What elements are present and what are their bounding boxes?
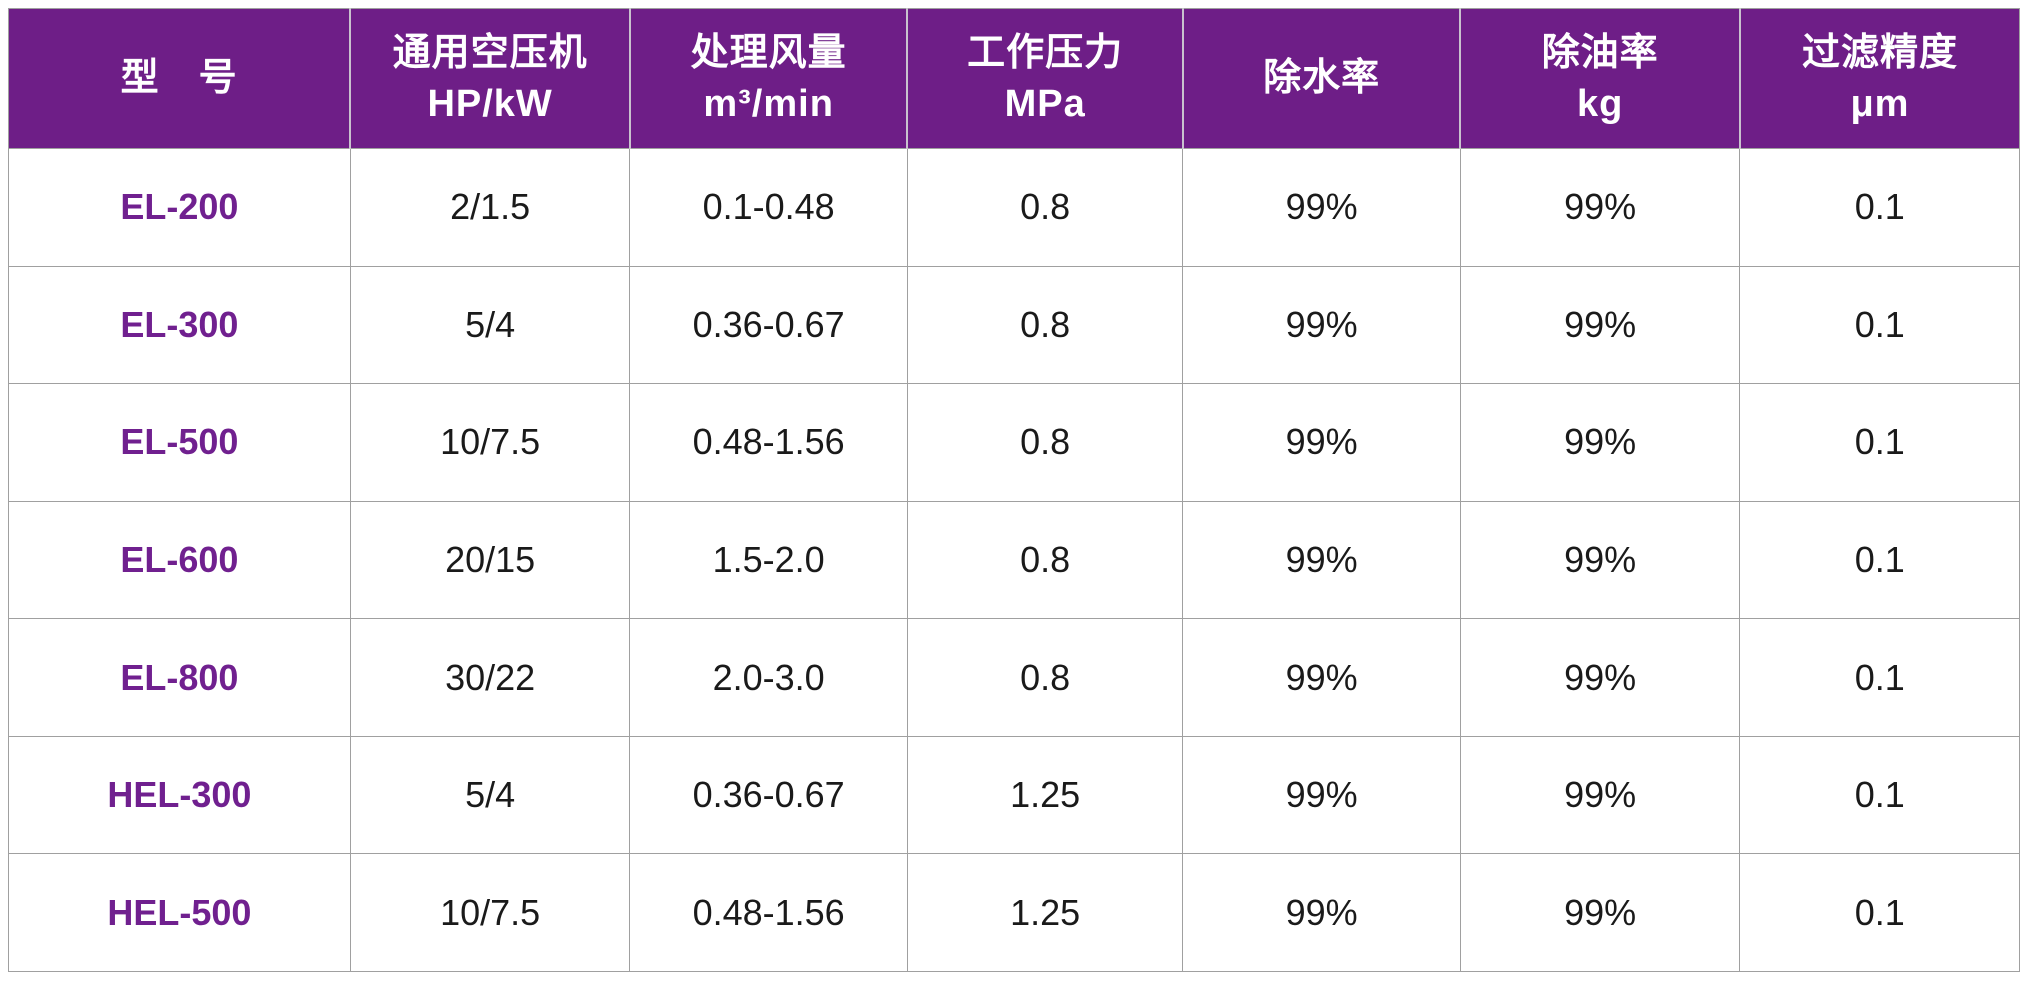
table-row-hel-300: HEL-300 5/4 0.36-0.67 1.25 99% 99% 0.1 xyxy=(8,735,2020,855)
cell-filtration-precision: 0.1 xyxy=(1739,618,2020,737)
cell-filtration-precision: 0.1 xyxy=(1739,853,2020,972)
cell-compressor: 5/4 xyxy=(349,265,631,385)
model-name: EL-500 xyxy=(8,383,351,502)
cell-compressor: 10/7.5 xyxy=(349,853,631,972)
cell-pressure: 0.8 xyxy=(906,148,1184,267)
header-label: 处理风量 xyxy=(690,32,847,75)
cell-compressor: 10/7.5 xyxy=(349,383,631,502)
header-cell-compressor: 通用空压机 HP/kW xyxy=(349,8,630,149)
table-row-el-200: EL-200 2/1.5 0.1-0.48 0.8 99% 99% 0.1 xyxy=(8,148,2020,267)
cell-airflow: 0.48-1.56 xyxy=(629,853,908,972)
header-cell-oil-removal: 除油率 kg xyxy=(1459,8,1740,149)
cell-oil-removal: 99% xyxy=(1459,265,1741,385)
cell-pressure: 1.25 xyxy=(906,853,1184,972)
cell-water-removal: 99% xyxy=(1182,735,1461,855)
table-row-el-600: EL-600 20/15 1.5-2.0 0.8 99% 99% 0.1 xyxy=(8,500,2020,620)
cell-airflow: 2.0-3.0 xyxy=(629,618,908,737)
table-row-el-500: EL-500 10/7.5 0.48-1.56 0.8 99% 99% 0.1 xyxy=(8,383,2020,502)
cell-water-removal: 99% xyxy=(1182,148,1461,267)
header-label: 过滤精度 xyxy=(1801,32,1958,75)
header-cell-filtration-precision: 过滤精度 μm xyxy=(1738,8,2020,149)
cell-compressor: 5/4 xyxy=(349,735,631,855)
cell-filtration-precision: 0.1 xyxy=(1739,500,2020,620)
cell-filtration-precision: 0.1 xyxy=(1739,383,2020,502)
table-row-hel-500: HEL-500 10/7.5 0.48-1.56 1.25 99% 99% 0.… xyxy=(8,853,2020,972)
header-label: 除水率 xyxy=(1263,57,1381,100)
header-unit: m³/min xyxy=(703,82,834,125)
cell-pressure: 0.8 xyxy=(906,618,1184,737)
model-name: EL-300 xyxy=(8,265,351,385)
cell-oil-removal: 99% xyxy=(1459,383,1741,502)
cell-oil-removal: 99% xyxy=(1459,500,1741,620)
cell-airflow: 0.36-0.67 xyxy=(629,265,908,385)
cell-compressor: 20/15 xyxy=(349,500,631,620)
cell-oil-removal: 99% xyxy=(1459,148,1741,267)
header-label: 除油率 xyxy=(1541,32,1659,75)
cell-airflow: 1.5-2.0 xyxy=(629,500,908,620)
cell-pressure: 1.25 xyxy=(906,735,1184,855)
header-unit: μm xyxy=(1850,82,1910,125)
cell-filtration-precision: 0.1 xyxy=(1739,148,2020,267)
header-cell-airflow: 处理风量 m³/min xyxy=(628,8,908,149)
header-cell-pressure: 工作压力 MPa xyxy=(906,8,1183,149)
model-name: EL-200 xyxy=(8,148,351,267)
cell-oil-removal: 99% xyxy=(1459,853,1741,972)
cell-water-removal: 99% xyxy=(1182,500,1461,620)
cell-airflow: 0.48-1.56 xyxy=(629,383,908,502)
cell-compressor: 30/22 xyxy=(349,618,631,737)
cell-water-removal: 99% xyxy=(1182,265,1461,385)
cell-filtration-precision: 0.1 xyxy=(1739,265,2020,385)
header-row: 型 号 通用空压机 HP/kW 处理风量 m³/min 工作压力 MPa 除水率 xyxy=(8,8,2020,149)
header-cell-water-removal: 除水率 xyxy=(1181,8,1461,149)
cell-compressor: 2/1.5 xyxy=(349,148,631,267)
cell-pressure: 0.8 xyxy=(906,265,1184,385)
cell-water-removal: 99% xyxy=(1182,853,1461,972)
header-unit: HP/kW xyxy=(427,82,553,125)
product-spec-table: 型 号 通用空压机 HP/kW 处理风量 m³/min 工作压力 MPa 除水率 xyxy=(8,8,2020,972)
header-label: 工作压力 xyxy=(967,32,1124,75)
header-label: 通用空压机 xyxy=(392,32,588,75)
cell-oil-removal: 99% xyxy=(1459,618,1741,737)
header-unit: MPa xyxy=(1004,82,1086,125)
cell-airflow: 0.1-0.48 xyxy=(629,148,908,267)
model-name: HEL-300 xyxy=(8,735,351,855)
cell-pressure: 0.8 xyxy=(906,500,1184,620)
model-name: HEL-500 xyxy=(8,853,351,972)
header-unit: kg xyxy=(1576,82,1624,125)
cell-airflow: 0.36-0.67 xyxy=(629,735,908,855)
cell-water-removal: 99% xyxy=(1182,383,1461,502)
header-cell-model: 型 号 xyxy=(8,8,351,149)
table-row-el-800: EL-800 30/22 2.0-3.0 0.8 99% 99% 0.1 xyxy=(8,618,2020,737)
model-name: EL-800 xyxy=(8,618,351,737)
cell-pressure: 0.8 xyxy=(906,383,1184,502)
cell-water-removal: 99% xyxy=(1182,618,1461,737)
header-label: 型 号 xyxy=(120,57,238,100)
table-row-el-300: EL-300 5/4 0.36-0.67 0.8 99% 99% 0.1 xyxy=(8,265,2020,385)
model-name: EL-600 xyxy=(8,500,351,620)
cell-filtration-precision: 0.1 xyxy=(1739,735,2020,855)
cell-oil-removal: 99% xyxy=(1459,735,1741,855)
